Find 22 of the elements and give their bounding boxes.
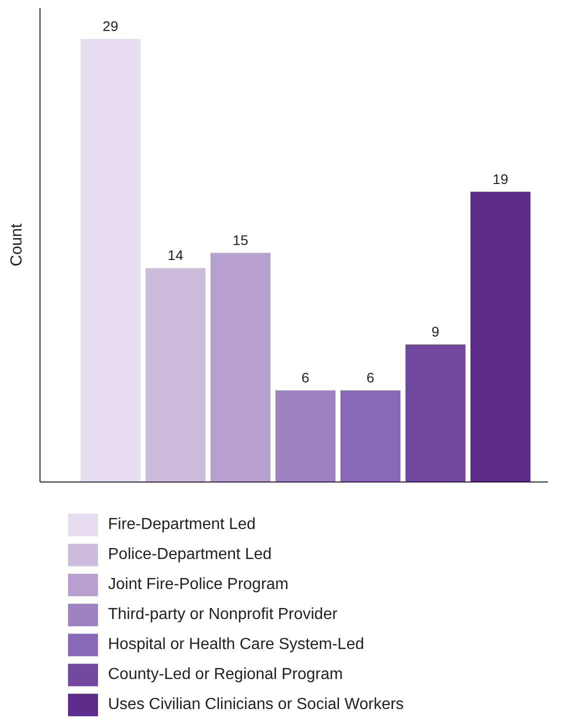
bar [210,252,270,482]
legend-label: County-Led or Regional Program [108,666,343,684]
legend-label: Third-party or Nonprofit Provider [108,606,338,624]
data-label: 19 [492,170,508,187]
legend-label: Hospital or Health Care System-Led [108,636,364,654]
data-label: 6 [366,369,375,386]
bar [340,390,400,482]
bar [145,268,206,482]
bar [470,192,530,482]
legend-label: Fire-Department Led [108,516,256,534]
data-label: 29 [102,18,118,34]
bar [80,39,140,482]
data-label: 6 [302,369,310,386]
legend-label: Police-Department Led [108,546,272,564]
data-label: 14 [168,247,184,264]
bar [405,344,466,482]
data-label: 15 [232,232,248,248]
y-axis-title: Count [8,223,26,266]
legend-label: Joint Fire-Police Program [108,576,288,594]
data-label: 9 [432,324,440,340]
legend-label: Uses Civilian Clinicians or Social Workers [108,696,404,714]
bar [275,390,336,482]
